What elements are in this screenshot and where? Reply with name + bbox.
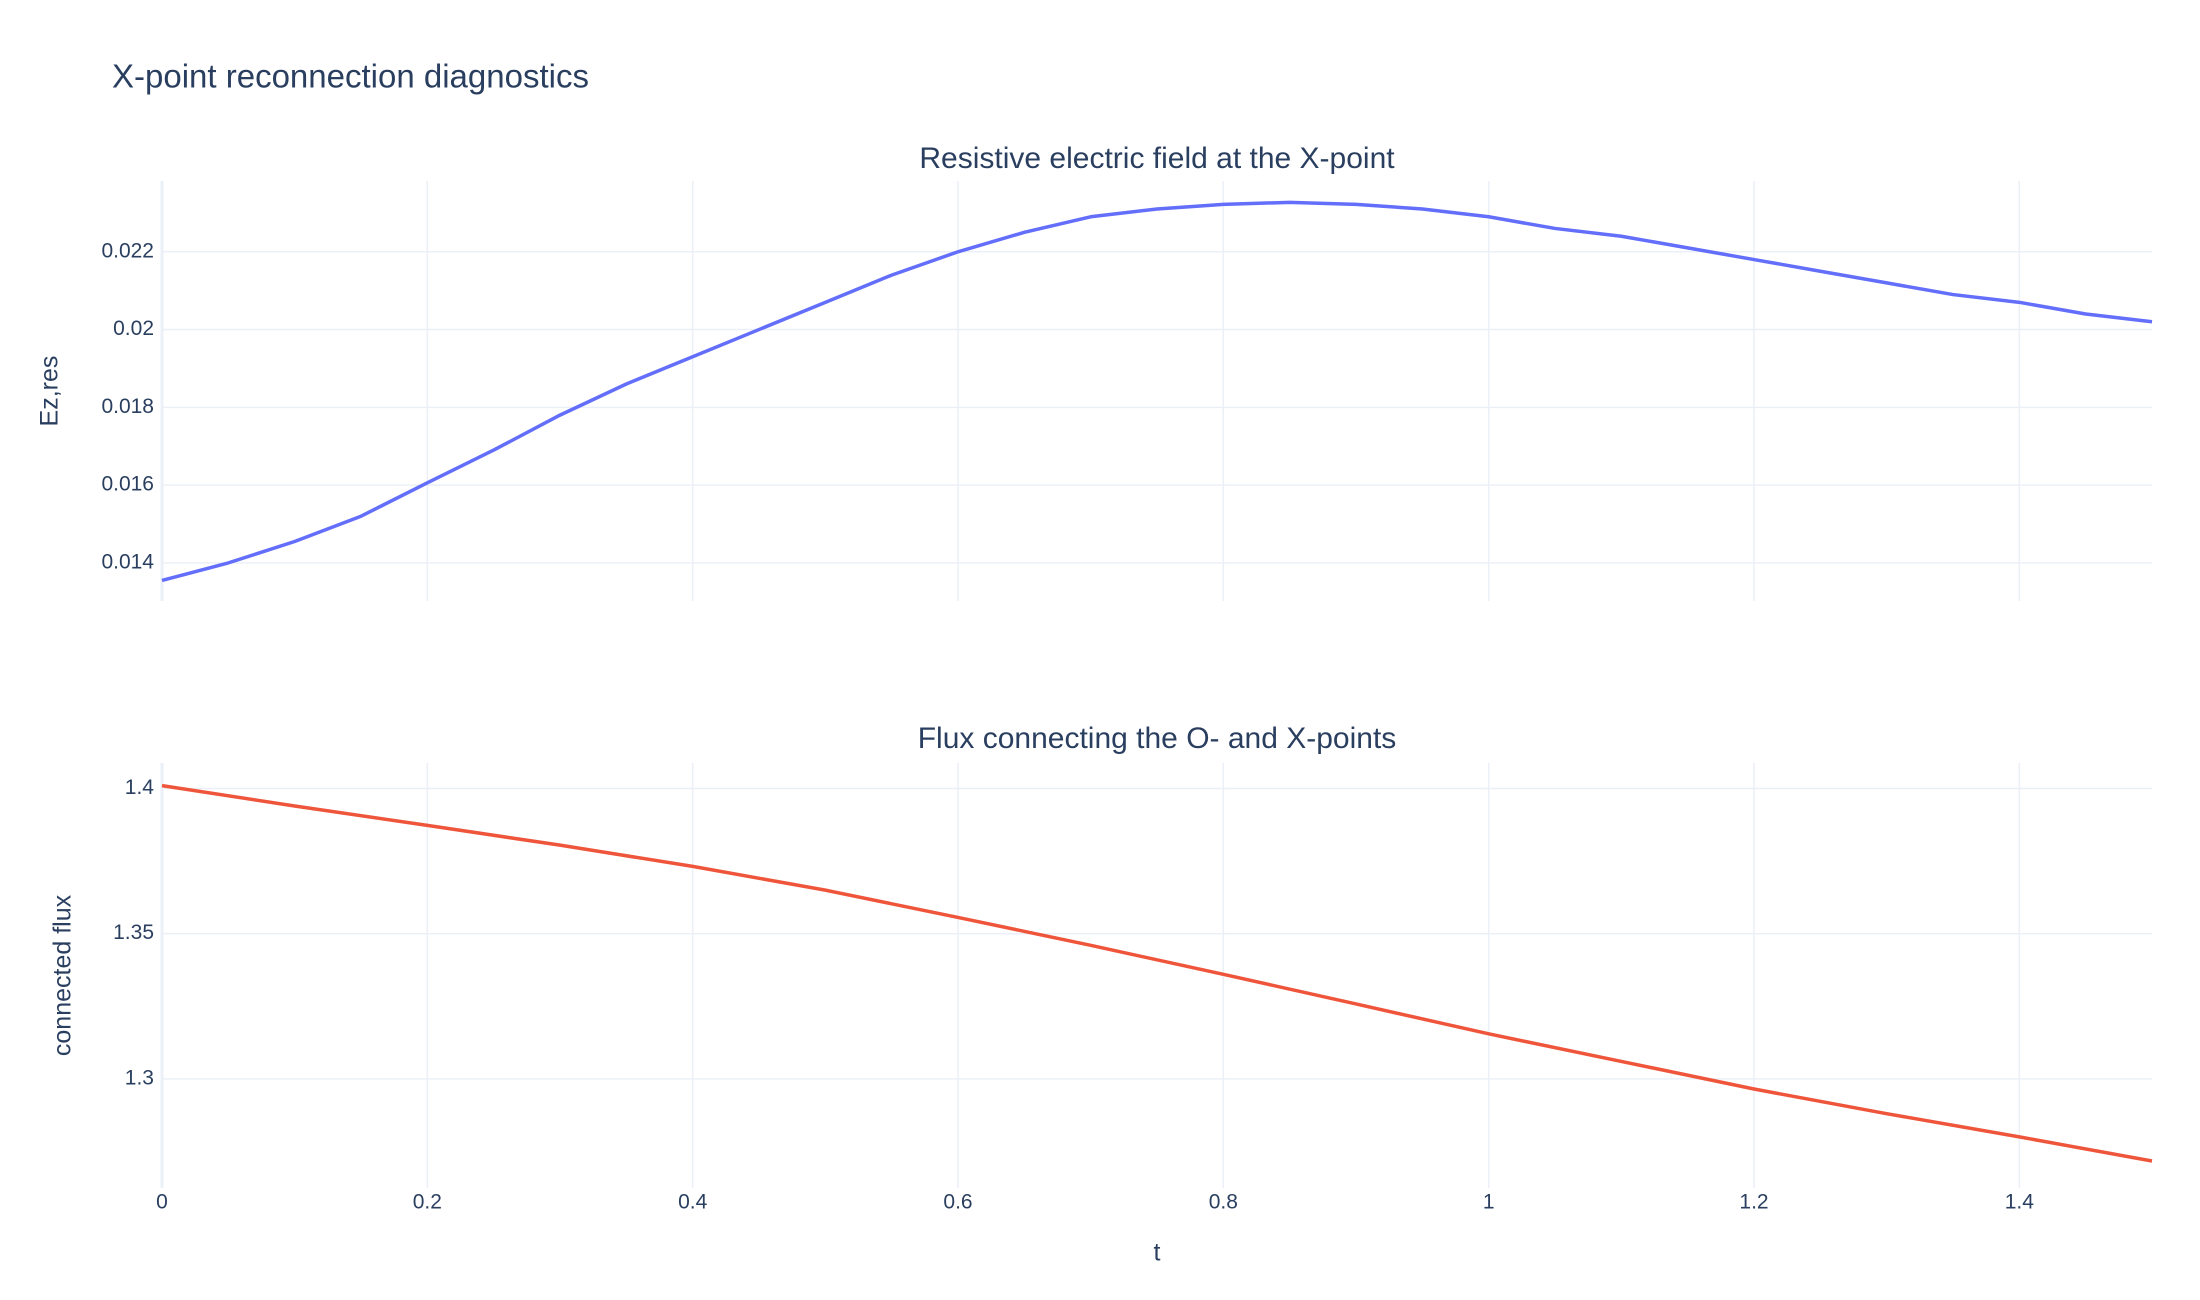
y-tick-label: 1.4 (125, 776, 155, 799)
y-tick-label: 0.018 (101, 395, 154, 418)
x-tick-label: 1 (1483, 1191, 1495, 1214)
y-tick-label: 0.02 (113, 317, 154, 340)
subplot-title: Flux connecting the O- and X-points (918, 722, 1397, 755)
y-tick-label: 1.3 (125, 1066, 154, 1089)
y-axis-title: connected flux (49, 894, 77, 1056)
y-tick-label: 0.014 (101, 550, 154, 573)
y-tick-label: 0.022 (101, 239, 154, 262)
line (161, 783, 2153, 1163)
x-tick-label: 1.4 (2005, 1191, 2035, 1214)
x-tick-label: 0.2 (413, 1191, 442, 1214)
x-tick-label: 0 (156, 1191, 168, 1214)
figure-title: X-point reconnection diagnostics (112, 58, 589, 95)
x-tick-label: 0.8 (1209, 1191, 1238, 1214)
x-tick-label: 1.2 (1739, 1191, 1768, 1214)
y-tick-label: 0.016 (101, 473, 154, 496)
subplot-title: Resistive electric field at the X-point (919, 142, 1395, 175)
x-tick-label: 0.4 (678, 1191, 708, 1214)
y-tick-label: 1.35 (113, 921, 154, 944)
x-tick-label: 0.6 (943, 1191, 972, 1214)
y-axis-title: Ez,res (36, 356, 64, 427)
line (161, 200, 2153, 583)
x-axis-title: t (1154, 1239, 1161, 1267)
